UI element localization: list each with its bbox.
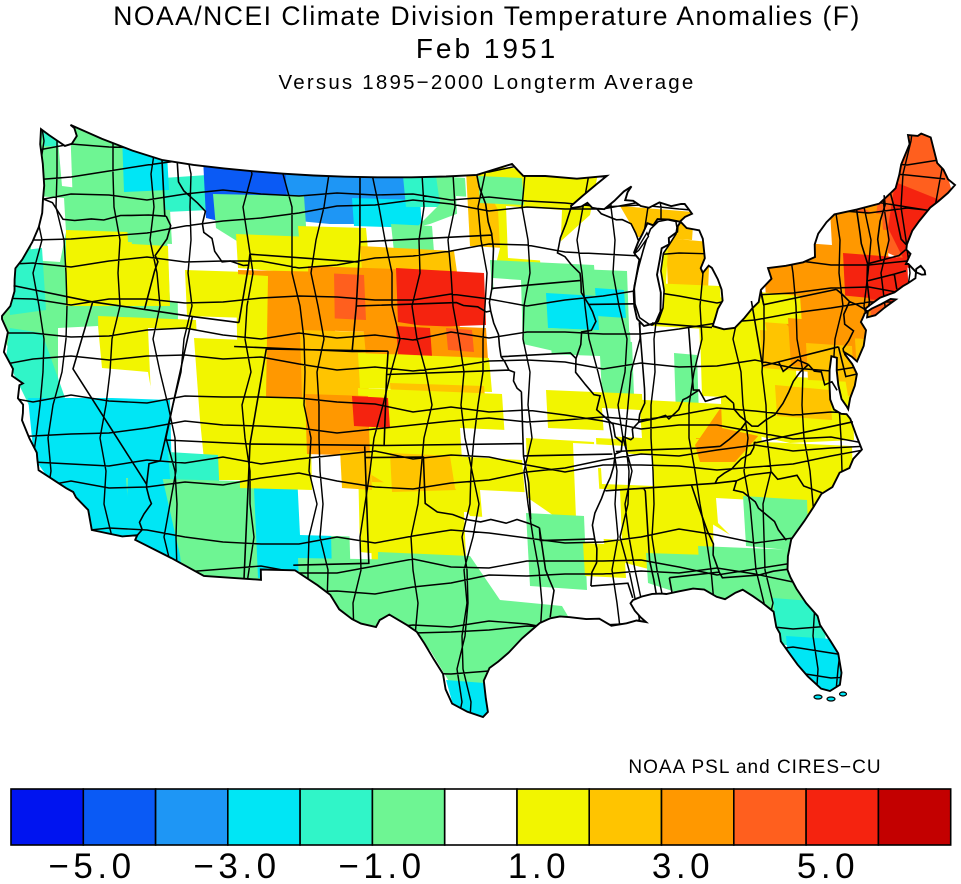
svg-text:5.0: 5.0: [797, 847, 859, 884]
svg-text:NOAA PSL and CIRES−CU: NOAA PSL and CIRES−CU: [628, 757, 881, 778]
svg-text:−1.0: −1.0: [338, 847, 425, 884]
svg-text:NOAA/NCEI Climate Division Tem: NOAA/NCEI Climate Division Temperature A…: [113, 1, 861, 31]
svg-text:−3.0: −3.0: [193, 847, 280, 884]
svg-text:Feb 1951: Feb 1951: [416, 33, 558, 64]
svg-text:Versus 1895−2000 Longterm Aver: Versus 1895−2000 Longterm Average: [279, 71, 696, 94]
svg-text:3.0: 3.0: [652, 847, 714, 884]
svg-text:1.0: 1.0: [508, 847, 570, 884]
svg-text:−5.0: −5.0: [48, 847, 135, 884]
